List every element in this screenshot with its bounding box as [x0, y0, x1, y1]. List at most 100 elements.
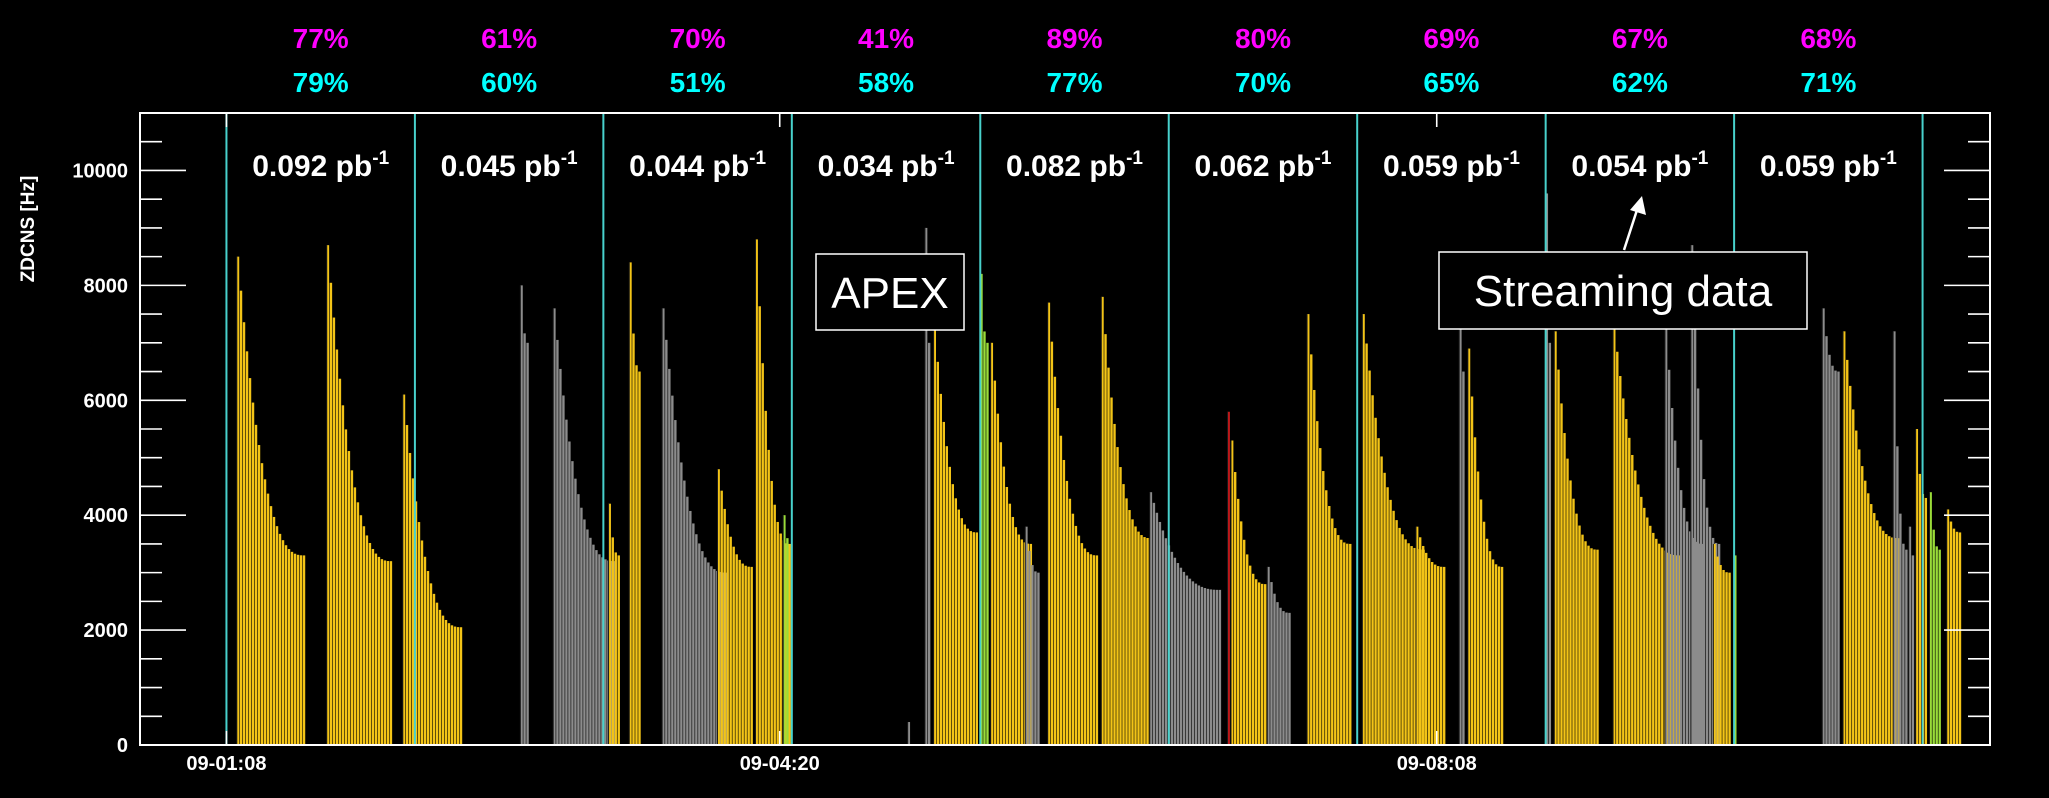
rate-bar [1696, 388, 1700, 745]
rate-bar [1218, 589, 1222, 745]
rate-bar [1587, 545, 1590, 745]
rate-bar [1146, 537, 1149, 745]
period-pct-cyan: 58% [858, 67, 914, 98]
rate-bar [1410, 546, 1413, 745]
rate-bar [1825, 336, 1828, 745]
rate-bar [565, 419, 568, 745]
rate-bar [453, 626, 457, 745]
rate-bar [263, 479, 267, 745]
rate-bar [1885, 534, 1888, 745]
rate-bar [948, 466, 951, 745]
rate-bar [1407, 543, 1410, 745]
fill-group [990, 342, 1033, 745]
rate-bar [686, 496, 689, 745]
period-pct-magenta: 70% [670, 23, 726, 54]
rate-bar [1104, 334, 1107, 745]
rate-bar [1725, 572, 1728, 745]
rate-bar [604, 559, 607, 745]
fill-group [716, 469, 753, 745]
rate-bar [1276, 602, 1279, 745]
streaming-annotation-box [1438, 251, 1808, 330]
fill-group [1946, 509, 1962, 745]
period-luminosity: 0.034 pb-1 [818, 148, 955, 183]
rate-bar [553, 308, 556, 745]
rate-bar [755, 239, 758, 745]
rate-bar [1852, 409, 1855, 745]
rate-bar [725, 572, 728, 745]
period-summary: 68% 71% 0.059 pb-1 [1760, 23, 1897, 183]
rate-bar [248, 378, 252, 745]
rate-bar [924, 227, 928, 745]
rate-bar [278, 533, 282, 745]
period-summary: 67% 62% 0.054 pb-1 [1571, 23, 1708, 183]
rate-bar [239, 290, 243, 745]
apex-annotation-text: APEX [831, 269, 948, 318]
rate-bar [1182, 571, 1186, 745]
rate-bar [1938, 549, 1941, 745]
rate-bar [1619, 376, 1622, 745]
rate-bar [933, 325, 936, 745]
rate-bar [1479, 499, 1483, 745]
rate-bar [1584, 541, 1587, 745]
luminosity-value: 0.034 pb [818, 150, 938, 183]
rate-bar [1658, 543, 1661, 745]
rate-bar [1267, 566, 1270, 745]
fill-group [1266, 566, 1291, 745]
rate-bar [1548, 342, 1552, 745]
fill-group [979, 273, 989, 745]
rate-bar [1413, 547, 1416, 745]
apex-annotation: APEX [815, 253, 965, 331]
rate-bar [936, 361, 939, 745]
rate-bar [701, 551, 704, 745]
rate-bar [568, 441, 571, 745]
fill-group [608, 503, 620, 745]
rate-bar [713, 569, 716, 745]
rate-bar [1095, 555, 1099, 745]
rate-bar [1646, 517, 1649, 745]
period-pct-cyan: 79% [293, 67, 349, 98]
rate-bar [429, 583, 433, 745]
period-pct-cyan: 60% [481, 67, 537, 98]
rate-bar [432, 593, 436, 745]
rate-bar [723, 508, 726, 745]
rate-bar [598, 554, 601, 745]
luminosity-value: 0.062 pb [1194, 150, 1314, 183]
rate-bar [414, 501, 418, 745]
rate-bar [1652, 532, 1655, 745]
rate-bar [420, 540, 424, 745]
rate-bar [1494, 564, 1498, 745]
rate-bar [1554, 331, 1557, 745]
rate-bar [683, 480, 686, 745]
rate-bar [1578, 525, 1581, 745]
apex-annotation-box [815, 253, 965, 331]
rate-bar [1056, 408, 1060, 745]
rate-bar [523, 333, 526, 745]
rate-bar [1905, 549, 1908, 745]
rate-bar [1380, 456, 1383, 745]
rate-bar [1643, 507, 1646, 745]
rate-bar [980, 273, 983, 745]
rate-bar [1179, 567, 1183, 745]
luminosity-value: 0.054 pb [1571, 150, 1691, 183]
rate-bar [1705, 507, 1709, 745]
rate-bar [1908, 526, 1912, 745]
fill-group [1553, 331, 1599, 745]
rate-bar [1025, 526, 1028, 745]
rate-bar [674, 420, 677, 745]
rate-bar [1002, 466, 1006, 745]
rate-bar [1125, 498, 1128, 745]
rate-bar [704, 557, 707, 745]
rate-bar [629, 262, 632, 745]
rate-bar [761, 363, 764, 745]
rate-bar [438, 609, 442, 745]
rate-bar [1137, 531, 1140, 745]
rate-bar [1858, 449, 1861, 745]
rate-bar [257, 445, 261, 745]
rate-bar [1392, 510, 1395, 745]
fill-group [628, 262, 641, 745]
rate-bar [990, 342, 994, 745]
rate-bar [1158, 521, 1162, 745]
rate-bar [1337, 535, 1340, 745]
fill-group [755, 239, 791, 745]
period-summary: 61% 60% 0.045 pb-1 [441, 23, 578, 183]
